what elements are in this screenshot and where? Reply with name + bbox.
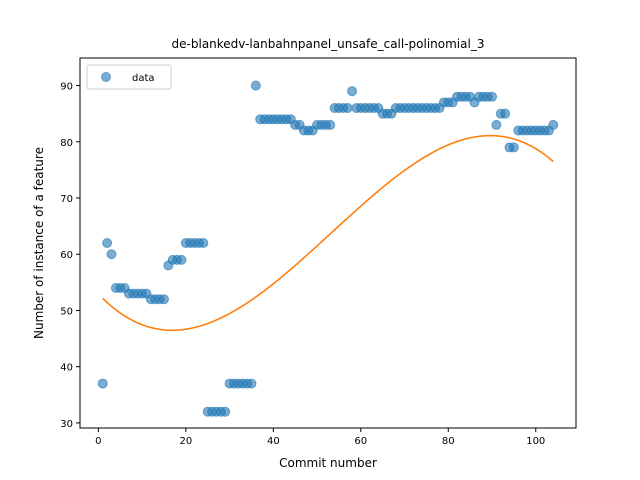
y-tick-label: 70 [60, 194, 73, 205]
data-point [102, 238, 113, 248]
plot-frame [79, 57, 577, 429]
fit-line [102, 134, 554, 332]
data-point [548, 119, 559, 130]
data-point [106, 249, 117, 260]
x-tick-label: 80 [442, 436, 455, 447]
x-tick-label: 20 [179, 436, 192, 447]
data-point [158, 294, 169, 305]
x-tick-label: 40 [267, 436, 280, 447]
x-tick-label: 0 [95, 436, 101, 447]
data-point [347, 86, 358, 97]
data-point [176, 254, 187, 265]
legend: data [86, 64, 172, 90]
data-point [342, 103, 353, 114]
x-tick-label: 60 [354, 436, 367, 447]
y-tick-label: 60 [60, 250, 73, 261]
legend-marker-data [101, 72, 111, 82]
y-tick-label: 30 [60, 419, 73, 430]
x-axis: 0 20 40 60 80 100 [95, 428, 545, 447]
x-axis-title: Commit number [279, 456, 377, 470]
data-point [325, 119, 336, 130]
data-point [250, 80, 261, 91]
data-point [500, 108, 511, 119]
chart-title: de-blankedv-lanbahnpanel_unsafe_call-pol… [172, 37, 485, 51]
data-point [491, 119, 502, 130]
data-point [220, 406, 231, 417]
data-point [487, 91, 498, 102]
y-axis-title: Number of instance of a feature [32, 147, 46, 339]
plot-area [97, 80, 559, 417]
data-point [97, 378, 108, 389]
data-point [508, 142, 519, 153]
legend-label-data: data [132, 73, 155, 84]
y-tick-label: 80 [60, 138, 73, 149]
x-tick-label: 100 [526, 436, 545, 447]
legend-box [86, 64, 172, 90]
y-tick-label: 40 [60, 363, 73, 374]
y-axis: 30 40 50 60 70 80 90 [60, 82, 80, 430]
data-point [198, 238, 209, 248]
data-point [246, 378, 257, 389]
y-tick-label: 90 [60, 82, 73, 93]
y-tick-label: 50 [60, 306, 73, 317]
